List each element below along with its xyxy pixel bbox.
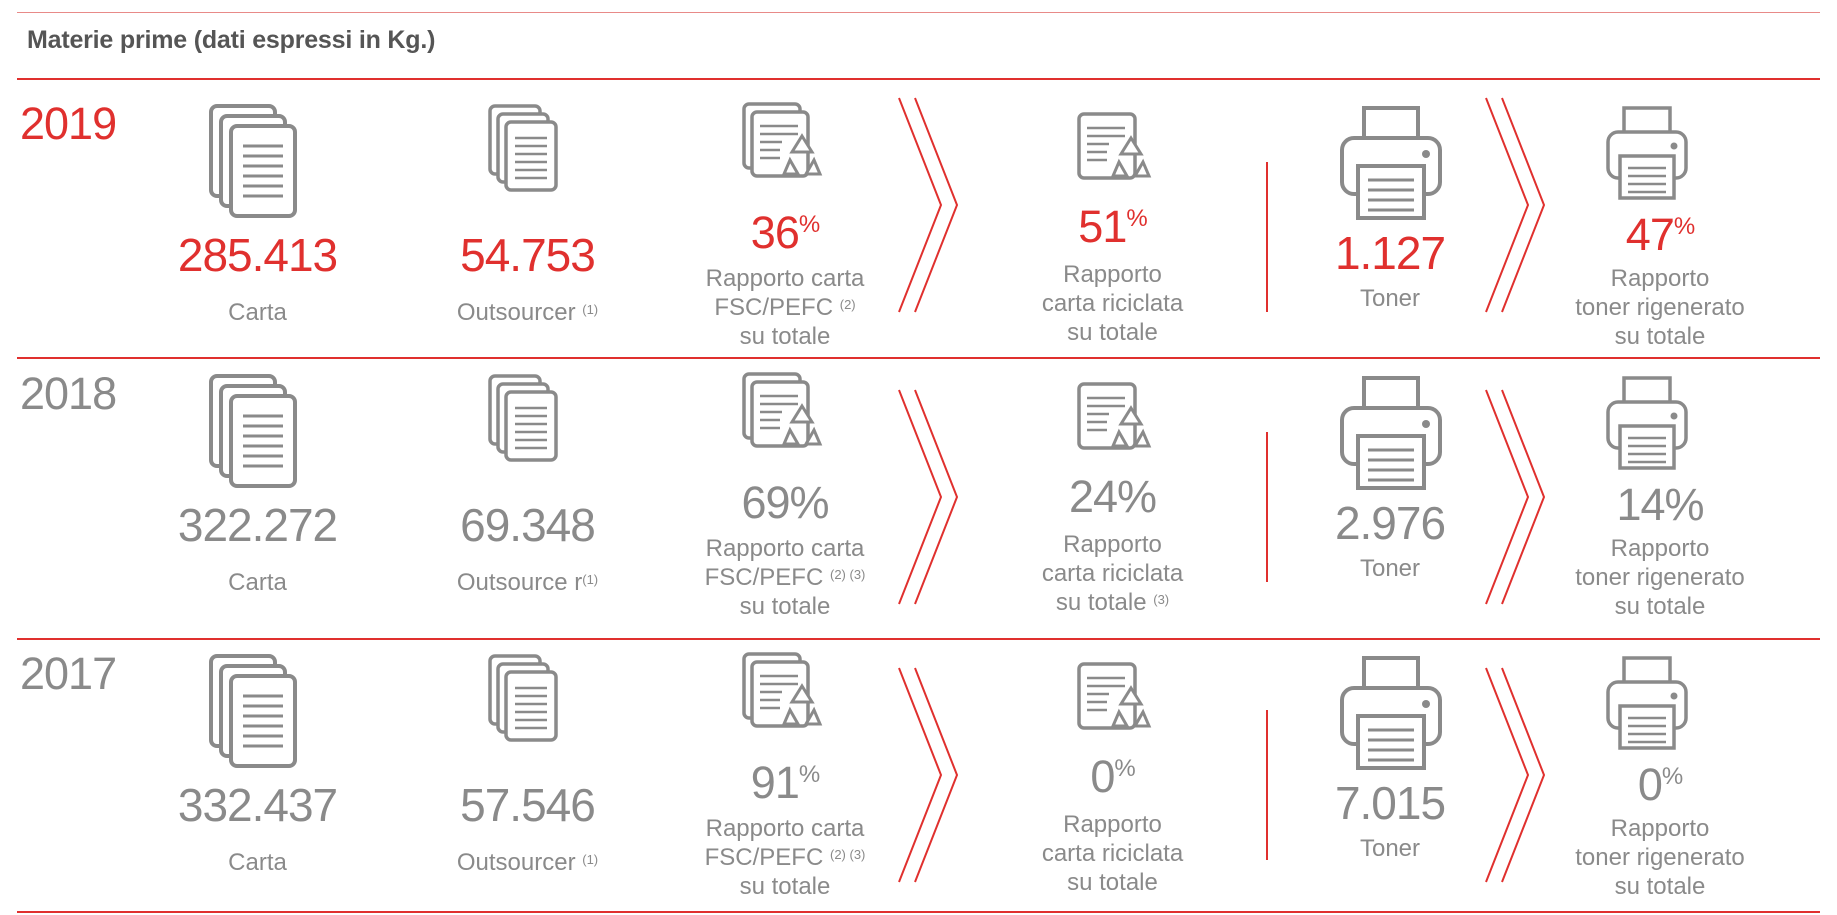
chevron-arrow-icon (1485, 97, 1546, 313)
printer-icon (1606, 656, 1688, 750)
toner-label: Toner (1359, 835, 1421, 862)
year-label: 2018 (20, 368, 117, 419)
paper-stack-icon (209, 374, 297, 488)
year-row-2018: 2018 322.272 Carta 69.348 Outsource r(1)… (0, 350, 1837, 625)
paper-stack-icon (209, 104, 297, 218)
carta-label: Carta (228, 299, 287, 326)
carta-label: Carta (228, 849, 287, 876)
paper-small-stack-icon (488, 104, 558, 192)
recycle-paper-icon (742, 372, 823, 448)
fsc-ratio-label: Rapporto carta FSC/PEFC (2) su totale (705, 265, 865, 350)
bottom-rule (17, 911, 1820, 913)
toner-value: 2.976 (1334, 497, 1446, 549)
divider (1266, 162, 1268, 312)
section-heading: Materie prime (dati espressi in Kg.) (27, 26, 436, 54)
printer-icon (1340, 376, 1442, 490)
regenerated-ratio-label: Rapporto toner rigenerato su totale (1575, 535, 1745, 620)
printer-icon (1606, 106, 1688, 200)
paper-small-stack-icon (488, 374, 558, 462)
recycle-paper-icon (1077, 112, 1152, 180)
chevron-arrow-icon (898, 389, 959, 605)
paper-small-stack-icon (488, 654, 558, 742)
chevron-arrow-icon (898, 667, 959, 883)
outsourcer-value: 57.546 (460, 779, 596, 831)
toner-value: 7.015 (1334, 777, 1446, 829)
fsc-ratio-value: 91% (750, 757, 820, 808)
regenerated-ratio-value: 0% (1637, 759, 1683, 810)
footnote-ref: (2) (839, 297, 856, 312)
footnote-ref: (1) (582, 852, 599, 867)
year-row-2017: 2017 332.437 Carta 57.546 Outsourcer (1)… (0, 630, 1837, 905)
recycle-paper-icon (1077, 382, 1152, 450)
recycled-ratio-value: 0% (1090, 751, 1135, 802)
fsc-ratio-label: Rapporto carta FSC/PEFC (2) (3) su total… (704, 815, 866, 900)
outsourcer-value: 54.753 (460, 229, 596, 281)
fsc-ratio-value: 36% (750, 207, 820, 258)
footnote-ref: (1) (582, 572, 599, 587)
regenerated-ratio-value: 47% (1625, 209, 1695, 260)
chevron-arrow-icon (1485, 667, 1546, 883)
row-rule (17, 638, 1820, 640)
top-rule (17, 12, 1820, 13)
recycled-ratio-value: 24% (1068, 471, 1157, 522)
recycle-paper-icon (742, 652, 823, 728)
footnote-ref: (3) (1153, 592, 1170, 607)
footnote-ref: (2) (3) (829, 567, 866, 582)
fsc-ratio-label: Rapporto carta FSC/PEFC (2) (3) su total… (704, 535, 866, 620)
year-label: 2019 (20, 98, 117, 149)
carta-value: 322.272 (177, 499, 338, 551)
toner-label: Toner (1359, 285, 1421, 312)
outsourcer-label: Outsourcer (1) (456, 849, 599, 876)
printer-icon (1340, 656, 1442, 770)
recycle-paper-icon (1077, 662, 1152, 730)
regenerated-ratio-label: Rapporto toner rigenerato su totale (1575, 815, 1745, 900)
year-row-2019: 2019 285.413 Carta 54.753 Outsourcer (1)… (0, 80, 1837, 355)
recycled-ratio-value: 51% (1078, 201, 1147, 252)
recycled-ratio-label: Rapporto carta riciclata su totale (1041, 811, 1184, 896)
regenerated-ratio-value: 14% (1616, 479, 1704, 530)
printer-icon (1340, 106, 1442, 220)
recycle-paper-icon (742, 102, 823, 178)
paper-stack-icon (209, 654, 297, 768)
footnote-ref: (1) (582, 302, 599, 317)
divider (1266, 710, 1268, 860)
regenerated-ratio-label: Rapporto toner rigenerato su totale (1575, 265, 1745, 350)
toner-label: Toner (1359, 555, 1421, 582)
outsourcer-label: Outsourcer (1) (456, 299, 599, 326)
recycled-ratio-label: Rapporto carta riciclata su totale (1041, 261, 1184, 346)
carta-value: 332.437 (177, 779, 338, 831)
recycled-ratio-label: Rapporto carta riciclata su totale (3) (1041, 531, 1184, 616)
footnote-ref: (2) (3) (829, 847, 866, 862)
fsc-ratio-value: 69% (741, 477, 829, 528)
divider (1266, 432, 1268, 582)
carta-label: Carta (228, 569, 287, 596)
outsourcer-value: 69.348 (460, 499, 596, 551)
heading-rule (17, 78, 1820, 80)
outsourcer-label: Outsource r(1) (456, 569, 599, 596)
year-label: 2017 (20, 648, 117, 699)
chevron-arrow-icon (898, 97, 959, 313)
toner-value: 1.127 (1334, 227, 1446, 279)
printer-icon (1606, 376, 1688, 470)
carta-value: 285.413 (177, 229, 338, 281)
chevron-arrow-icon (1485, 389, 1546, 605)
row-rule (17, 357, 1820, 359)
